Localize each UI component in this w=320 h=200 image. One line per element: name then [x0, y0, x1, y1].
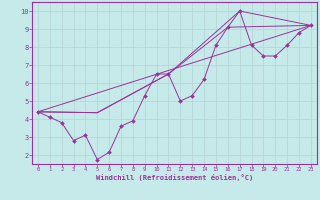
X-axis label: Windchill (Refroidissement éolien,°C): Windchill (Refroidissement éolien,°C): [96, 174, 253, 181]
